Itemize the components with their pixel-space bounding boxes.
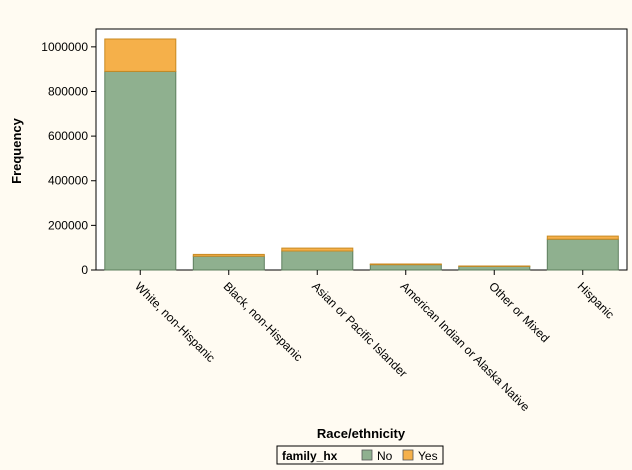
bar-no-1 (192, 255, 265, 271)
bar-yes-2 (281, 247, 354, 252)
x-tick-label-4: Other or Mixed (486, 279, 552, 345)
y-tick-label-3: 600000 (48, 129, 88, 143)
legend-label-yes: Yes (418, 449, 438, 463)
legend-title: family_hx (282, 449, 338, 463)
bar-no-3 (369, 264, 442, 271)
bar-yes-0 (104, 38, 177, 72)
x-tick-label-2: Asian or Pacific Islander (309, 279, 410, 380)
y-tick-label-2: 400000 (48, 174, 88, 188)
y-axis: 0 200000 400000 600000 800000 1000000 (41, 40, 96, 277)
y-tick-label-4: 800000 (48, 84, 88, 98)
legend: family_hx No Yes (276, 445, 444, 465)
y-tick-label-0: 0 (81, 263, 88, 277)
x-tick-label-0: White, non-Hispanic (132, 279, 218, 365)
legend-swatch-yes (402, 449, 414, 461)
bar-yes-3 (369, 263, 442, 266)
bar-yes-1 (192, 253, 265, 257)
legend-box (276, 445, 444, 465)
x-tick-label-5: Hispanic (575, 279, 617, 321)
bar-no-4 (458, 265, 531, 271)
y-tick-label-1: 200000 (48, 218, 88, 232)
y-tick-label-5: 1000000 (41, 40, 88, 54)
x-tick-label-1: Black, non-Hispanic (221, 279, 306, 364)
bar-no-0 (104, 70, 177, 271)
y-axis-title: Frequency (9, 117, 24, 184)
x-axis: White, non-Hispanic Black, non-Hispanic As… (132, 270, 617, 414)
plot-area (95, 28, 628, 271)
legend-swatch-no (361, 449, 373, 461)
bar-yes-5 (546, 235, 619, 240)
bar-no-5 (546, 238, 619, 271)
legend-label-no: No (377, 449, 393, 463)
bars-group (104, 38, 619, 271)
x-axis-title: Race/ethnicity (317, 426, 406, 441)
bar-no-2 (281, 250, 354, 271)
